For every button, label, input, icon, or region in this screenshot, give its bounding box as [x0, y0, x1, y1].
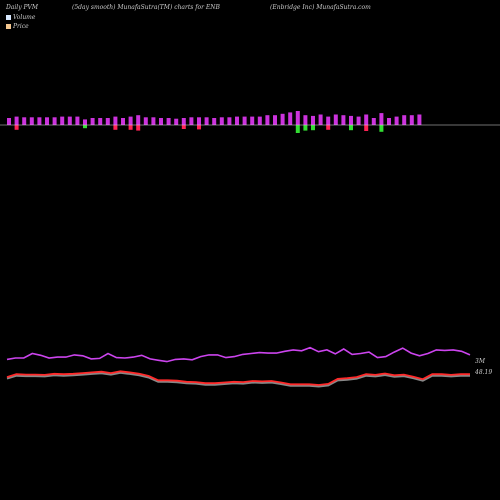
legend-price: Price — [6, 23, 29, 30]
legend-volume: Volume — [6, 14, 35, 21]
volume-bar — [394, 116, 399, 125]
volume-bar — [83, 119, 87, 125]
volume-bar — [387, 118, 391, 125]
volume-bar — [417, 114, 422, 125]
volume-bar — [356, 116, 361, 125]
volume-bar — [349, 115, 353, 125]
price-line — [6, 370, 470, 386]
volume-bar-down — [364, 125, 369, 131]
volume-bar — [37, 117, 42, 125]
chart-title: (5day smooth) MunafaSutra(TM) charts for… — [72, 4, 220, 11]
volume-bar — [288, 112, 293, 125]
volume-bar — [371, 118, 376, 125]
volume-end-label: 3M — [475, 358, 486, 365]
volume-bar-down — [128, 125, 133, 130]
volume-bar-down — [181, 125, 186, 129]
volume-bar — [52, 117, 57, 125]
volume-bar — [379, 113, 384, 125]
volume-bar — [341, 115, 346, 125]
legend-volume-swatch — [6, 15, 11, 20]
volume-bar — [273, 115, 277, 125]
volume-bar-down — [349, 125, 353, 131]
volume-bar — [333, 114, 338, 125]
volume-bar — [14, 116, 19, 125]
volume-bar — [295, 111, 300, 125]
legend-price-label: Price — [13, 23, 29, 30]
volume-bar — [121, 118, 125, 125]
volume-bar-down — [83, 125, 87, 129]
volume-bar — [265, 115, 270, 125]
volume-bar-down — [14, 125, 19, 130]
volume-bar-down — [326, 125, 331, 130]
volume-bar — [90, 118, 95, 125]
volume-bar-down — [197, 125, 201, 130]
volume-bar — [311, 115, 315, 125]
volume-bar-down — [379, 125, 384, 132]
volume-bar-down — [113, 125, 118, 130]
volume-bar — [219, 117, 224, 125]
volume-bar — [318, 114, 323, 125]
price-end-label: 48.19 — [474, 369, 492, 376]
legend-volume-label: Volume — [13, 14, 36, 21]
volume-bar — [105, 118, 110, 125]
volume-bar — [303, 115, 308, 125]
volume-bar — [280, 113, 285, 125]
volume-bar — [250, 116, 255, 125]
volume-bar — [143, 117, 148, 125]
volume-bar — [75, 116, 80, 125]
volume-bar-down — [311, 125, 315, 131]
volume-bar — [402, 115, 407, 125]
volume-bar — [181, 118, 186, 125]
volume-bar — [257, 116, 262, 125]
chart-label-left: Daily PVM — [6, 4, 39, 11]
volume-bar — [136, 115, 141, 125]
volume-bar — [151, 117, 156, 125]
volume-bar — [189, 117, 194, 125]
volume-bar — [242, 116, 247, 125]
volume-bar — [364, 114, 369, 125]
volume-bar — [67, 116, 72, 125]
volume-bar — [326, 116, 331, 125]
volume-bar — [98, 118, 103, 125]
volume-bar-down — [303, 125, 308, 131]
volume-bar — [166, 118, 171, 125]
volume-bar — [197, 117, 201, 125]
volume-bar — [235, 116, 239, 125]
volume-bar-down — [295, 125, 300, 133]
price-line-shadow — [6, 371, 470, 388]
volume-bars — [7, 111, 422, 133]
volume-bar-down — [136, 125, 141, 131]
volume-bar — [128, 116, 133, 125]
volume-bar — [29, 117, 34, 125]
volume-bar — [45, 117, 49, 125]
volume-bar — [113, 116, 118, 125]
chart-source: (Enbridge Inc) MunafaSutra.com — [270, 4, 371, 11]
volume-bar — [7, 118, 11, 125]
price-volume-lines — [6, 346, 471, 388]
volume-bar — [409, 115, 414, 125]
volume-bar — [159, 118, 163, 125]
volume-line — [6, 346, 471, 363]
volume-bar — [60, 116, 65, 125]
volume-bar — [212, 118, 217, 125]
volume-bar — [204, 117, 209, 125]
volume-bar — [227, 117, 232, 125]
volume-bar — [174, 118, 179, 125]
legend-price-swatch — [6, 24, 11, 29]
volume-bar — [22, 117, 27, 125]
